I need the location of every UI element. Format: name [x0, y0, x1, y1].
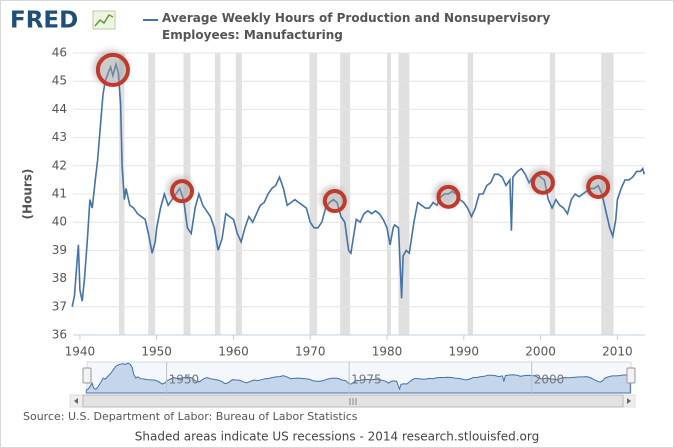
x-tick-label: 1950	[141, 345, 172, 359]
scroll-arrow-right	[627, 398, 631, 404]
scrollbar-grip	[349, 398, 357, 405]
y-axis-label: (Hours)	[21, 169, 35, 220]
legend: Average Weekly Hours of Production and N…	[162, 11, 551, 42]
x-tick-label: 1990	[449, 345, 480, 359]
logo: FRED	[10, 8, 78, 34]
y-tick-label: 39	[52, 243, 67, 257]
highlight-circle	[530, 170, 555, 195]
highlight-circle	[436, 184, 461, 209]
x-tick-label: 1970	[295, 345, 326, 359]
navigator-area	[85, 362, 631, 394]
x-tick-label: 1980	[372, 345, 403, 359]
y-tick-label: 40	[52, 215, 67, 229]
y-tick-label: 38	[52, 271, 67, 285]
navigator-handle	[626, 367, 636, 384]
y-tick-label: 46	[52, 46, 67, 60]
navigator-handle	[82, 367, 92, 384]
y-tick-label: 42	[52, 158, 67, 172]
highlight-circle	[322, 189, 347, 214]
logo-icon	[92, 10, 116, 30]
highlight-circle	[586, 174, 611, 199]
navigator-tick-label: 1975	[351, 373, 382, 387]
navigator-tick-label: 1950	[169, 373, 200, 387]
y-tick-label: 44	[52, 102, 67, 116]
highlight-circle	[170, 179, 195, 204]
y-tick-label: 37	[52, 299, 67, 313]
navigator-tick-label: 2000	[534, 373, 565, 387]
x-tick-label: 2010	[602, 345, 633, 359]
source: Source: U.S. Department of Labor: Bureau…	[23, 410, 358, 423]
y-tick-label: 45	[52, 74, 67, 88]
x-tick-label: 2000	[525, 345, 556, 359]
legend-text: Average Weekly Hours of Production and N…	[162, 11, 551, 42]
note: Shaded areas indicate US recessions - 20…	[135, 430, 539, 444]
y-tick-label: 36	[52, 328, 67, 342]
scroll-arrow-left	[74, 398, 78, 404]
y-tick-label: 41	[52, 187, 67, 201]
y-tick-label: 43	[52, 130, 67, 144]
x-tick-label: 1940	[65, 345, 96, 359]
highlight-circle	[95, 52, 130, 87]
x-tick-label: 1960	[218, 345, 249, 359]
